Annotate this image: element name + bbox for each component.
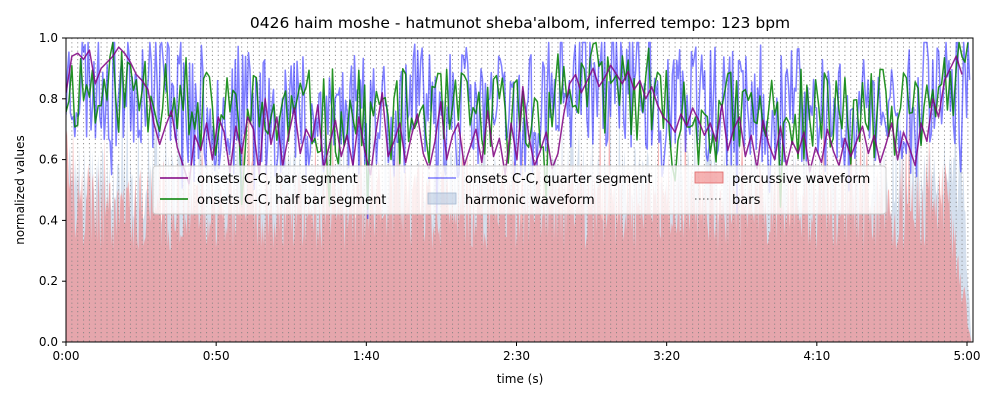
percussive-waveform-area [66,75,972,342]
half-bar-segment-series [66,41,969,210]
legend-swatch-percussive [694,171,724,184]
x-tick-label: 0:00 [53,349,80,363]
x-tick-label: 5:00 [954,349,981,363]
x-tick-label: 1:40 [353,349,380,363]
half-segment-line [66,41,969,210]
chart-title: 0426 haim moshe - hatmunot sheba'albom, … [250,14,790,32]
y-tick-label: 0.8 [39,92,58,106]
legend-label-bars: bars [732,193,761,208]
y-tick-label: 0.2 [39,274,58,288]
y-axis: 0.0 0.2 0.4 0.6 0.8 1.0 [39,31,66,349]
x-tick-label: 3:20 [653,349,680,363]
x-axis: 0:00 0:50 1:40 2:30 3:20 4:10 5:00 [53,342,981,363]
percussive-waveform-path [66,75,972,342]
x-tick-label: 2:30 [503,349,530,363]
legend-swatch-harmonic [427,192,457,205]
y-axis-label: normalized values [13,135,27,245]
y-tick-label: 0.0 [39,335,58,349]
legend-label-percussive: percussive waveform [732,172,870,187]
legend-label-quarter-segment: onsets C-C, quarter segment [465,172,652,187]
y-tick-label: 1.0 [39,31,58,45]
x-tick-label: 0:50 [203,349,230,363]
legend-label-half-bar-segment: onsets C-C, half bar segment [197,193,386,208]
bar-segment-line [66,46,963,185]
legend-label-bar-segment: onsets C-C, bar segment [197,172,358,187]
x-tick-label: 4:10 [803,349,830,363]
y-tick-label: 0.4 [39,213,58,227]
legend: onsets C-C, bar segment onsets C-C, half… [152,165,887,215]
bar-segment-series [66,46,963,185]
plot-frame [65,37,974,343]
legend-label-harmonic: harmonic waveform [465,193,595,208]
x-axis-label: time (s) [497,372,544,386]
y-tick-label: 0.6 [39,153,58,167]
